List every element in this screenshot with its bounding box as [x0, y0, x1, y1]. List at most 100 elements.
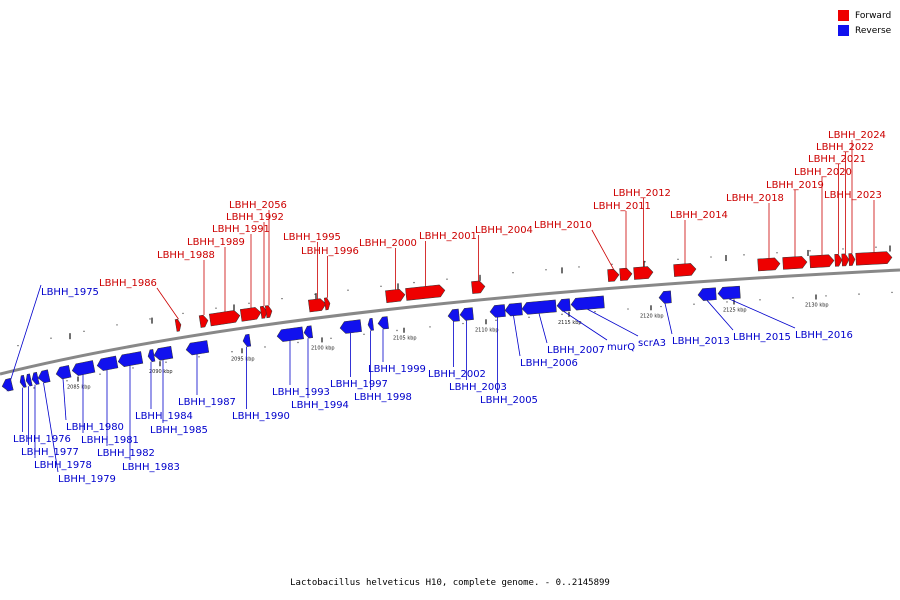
gene-label: LBHH_1988: [157, 250, 215, 261]
ruler-dot: [231, 351, 233, 353]
gene-label: LBHH_1983: [122, 462, 180, 473]
ruler-dot: [660, 305, 662, 308]
gene-label: LBHH_1977: [21, 447, 79, 458]
ruler-dot: [132, 367, 134, 369]
reverse-gene-arrow: [37, 369, 51, 384]
legend-forward: Forward: [838, 8, 891, 23]
gene-labels: LBHH_1986LBHH_1988LBHH_1989LBHH_1991LBHH…: [13, 130, 886, 485]
ruler-dot: [776, 252, 778, 254]
label-leader-line: [43, 382, 59, 473]
gene-label: LBHH_1989: [187, 237, 245, 248]
forward-gene-arrow: [405, 284, 446, 301]
reverse-gene-arrow: [31, 371, 40, 385]
forward-gene-arrow: [208, 310, 241, 327]
scale-label: 2105 kbp: [393, 336, 417, 342]
reverse-gene-arrow: [489, 304, 506, 318]
reverse-gene-arrow: [697, 287, 717, 301]
scale-label: 2090 kbp: [149, 369, 173, 375]
gene-label: LBHH_2007: [547, 345, 605, 356]
genome-caption: Lactobacillus helveticus H10, complete g…: [290, 578, 610, 588]
reverse-gene-arrow: [459, 307, 474, 321]
ruler-dot: [842, 248, 844, 250]
reverse-gene-arrow: [185, 340, 210, 356]
gene-label: LBHH_2011: [593, 201, 651, 212]
reverse-gene-arrow: [71, 360, 96, 376]
reverse-gene-arrow: [339, 319, 362, 334]
gene-label: LBHH_1978: [34, 460, 92, 471]
legend-reverse: Reverse: [838, 23, 891, 38]
ruler-dot: [891, 291, 893, 294]
reverse-gene-arrow: [504, 302, 523, 317]
gene-label: LBHH_1979: [58, 474, 116, 485]
genome-backbone: [0, 268, 900, 376]
ruler-dots: [17, 246, 893, 389]
forward-gene-arrow: [471, 280, 486, 294]
gene-label: LBHH_1990: [232, 411, 290, 422]
gene-label: LBHH_2006: [520, 358, 578, 369]
label-leader-line: [563, 310, 608, 341]
gene-label: LBHH_2024: [828, 130, 886, 141]
gene-label: scrA3: [638, 338, 666, 349]
forward-gene-arrow: [841, 253, 850, 267]
gene-label: LBHH_1997: [330, 379, 388, 390]
reverse-gene-arrow: [367, 317, 374, 331]
ruler-dot: [792, 297, 794, 299]
scale-label: 2115 kbp: [558, 320, 582, 326]
ruler-dot: [330, 337, 332, 339]
ruler-dot: [165, 361, 167, 363]
gene-label: LBHH_1987: [178, 397, 236, 408]
gene-label: LBHH_1984: [135, 411, 193, 422]
reverse-gene-arrow: [153, 346, 174, 361]
forward-gene-arrow: [174, 318, 182, 332]
gene-label: LBHH_1993: [272, 387, 330, 398]
gene-label: LBHH_2001: [419, 231, 477, 242]
scale-label: 2130 kbp: [805, 302, 829, 308]
reverse-gene-arrow: [19, 374, 27, 388]
reverse-gene-arrow: [521, 299, 557, 315]
label-leader-line: [591, 229, 614, 270]
ruler-dot: [429, 326, 431, 328]
scale-label: 2120 kbp: [640, 313, 664, 319]
ruler-dot: [215, 307, 217, 309]
forward-gene-arrow: [607, 268, 620, 282]
ruler-dot: [677, 258, 679, 261]
gene-label: LBHH_2004: [475, 225, 533, 236]
label-leader-line: [538, 313, 548, 344]
ruler-dot: [693, 303, 695, 305]
forward-gene-arrow: [673, 263, 697, 277]
forward-gene-arrow: [809, 254, 835, 269]
reverse-gene-arrow: [658, 290, 672, 304]
ruler-dot: [396, 329, 398, 332]
gene-label: LBHH_1998: [354, 392, 412, 403]
ruler-dot: [17, 344, 19, 347]
reverse-gene-arrow: [570, 295, 605, 311]
ruler-dot: [66, 380, 68, 382]
forward-gene-arrow: [198, 314, 209, 328]
forward-gene-arrow: [834, 253, 843, 267]
ruler-dot: [413, 281, 415, 284]
gene-label: LBHH_1992: [226, 212, 284, 223]
gene-label: LBHH_2000: [359, 238, 417, 249]
gene-label: LBHH_2015: [733, 332, 791, 343]
ruler-dot: [545, 269, 547, 271]
gene-arrows: [1, 251, 893, 392]
gene-label: LBHH_2003: [449, 382, 507, 393]
label-leader-line: [6, 284, 42, 392]
legend-forward-label: Forward: [855, 10, 892, 21]
gene-label: LBHH_2002: [428, 369, 486, 380]
ruler-dot: [479, 275, 481, 277]
ruler-dot: [33, 387, 35, 389]
ruler-dot: [83, 330, 85, 333]
forward-gene-arrow: [855, 251, 893, 266]
gene-label: LBHH_1986: [99, 278, 157, 289]
forward-gene-arrow: [782, 256, 808, 270]
gene-label: LBHH_2021: [808, 154, 866, 165]
ruler-dot: [446, 278, 448, 280]
ruler-dot: [578, 266, 580, 268]
label-leader-lines: [6, 140, 875, 473]
gene-label: LBHH_2014: [670, 210, 728, 221]
label-leader-line: [728, 298, 796, 329]
ruler-dot: [314, 293, 316, 295]
ruler-dot: [198, 356, 200, 358]
